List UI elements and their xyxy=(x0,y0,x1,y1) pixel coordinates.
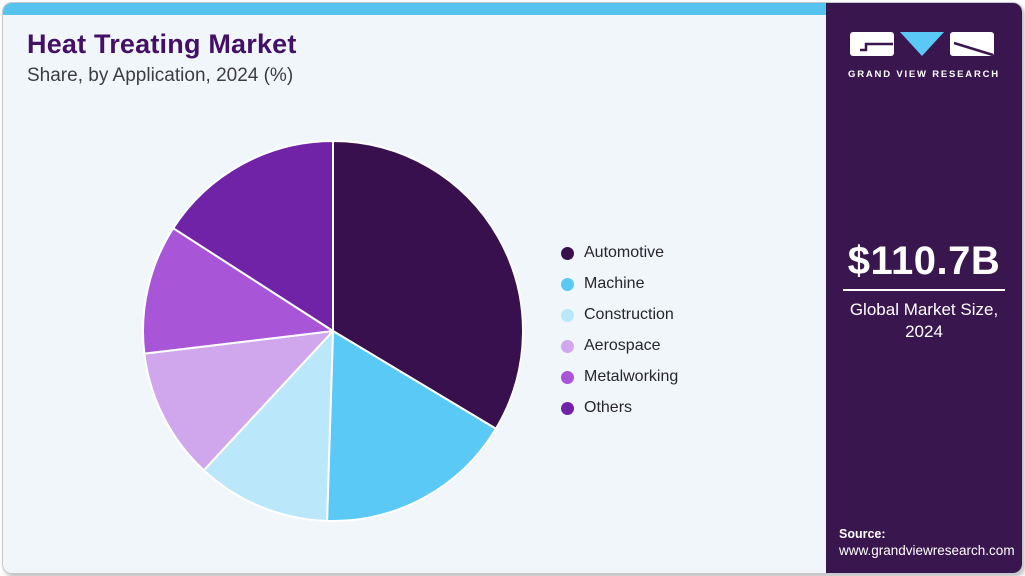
legend-label: Others xyxy=(584,399,633,416)
market-size-block: $110.7B Global Market Size, 2024 xyxy=(834,241,1014,343)
pie-slice-metalworking xyxy=(142,227,334,355)
legend-swatch-icon xyxy=(561,370,574,384)
legend-item-metalworking: Metalworking xyxy=(561,368,678,386)
legend-item-others: Others xyxy=(561,399,678,417)
legend-swatch-icon xyxy=(561,277,574,291)
source-url: www.grandviewresearch.com xyxy=(839,543,1015,558)
legend-item-machine: Machine xyxy=(561,275,678,293)
top-accent-bar xyxy=(3,3,826,15)
legend: Automotive Machine Construction Aerospace Me… xyxy=(561,244,678,417)
legend-item-automotive: Automotive xyxy=(561,244,678,262)
legend-item-aerospace: Aerospace xyxy=(561,337,678,355)
pie-chart-svg xyxy=(142,140,524,522)
legend-swatch-icon xyxy=(561,401,574,415)
legend-swatch-icon xyxy=(561,308,574,322)
source-label: Source: xyxy=(839,527,886,541)
page-subtitle: Share, by Application, 2024 (%) xyxy=(27,65,294,86)
source-block: Source: www.grandviewresearch.com xyxy=(839,527,1015,558)
pie-slice-others xyxy=(172,140,334,332)
brand-logo: GRAND VIEW RESEARCH xyxy=(826,31,1022,80)
chart-panel: Heat Treating Market Share, by Applicati… xyxy=(3,3,826,573)
market-size-caption: Global Market Size, 2024 xyxy=(849,300,999,342)
legend-swatch-icon xyxy=(561,246,574,260)
title-block: Heat Treating Market Share, by Applicati… xyxy=(27,29,297,87)
legend-label: Aerospace xyxy=(584,337,661,354)
market-size-value: $110.7B xyxy=(847,239,1001,283)
pie-slice-automotive xyxy=(332,140,524,430)
legend-label: Machine xyxy=(584,275,645,292)
page-title: Heat Treating Market xyxy=(27,29,297,59)
brand-name: GRAND VIEW RESEARCH xyxy=(848,69,1000,80)
market-size-divider xyxy=(843,289,1005,291)
pie-chart xyxy=(141,139,525,523)
pie-slice-aerospace xyxy=(143,330,334,472)
legend-item-construction: Construction xyxy=(561,306,678,324)
legend-label: Automotive xyxy=(584,244,665,261)
pie-slice-construction xyxy=(202,330,334,522)
legend-swatch-icon xyxy=(561,339,574,353)
gvr-logo-icon xyxy=(850,32,994,57)
pie-slice-machine xyxy=(326,330,497,522)
brand-sidebar: GRAND VIEW RESEARCH $110.7B Global Marke… xyxy=(826,3,1022,573)
legend-label: Construction xyxy=(584,306,674,323)
legend-label: Metalworking xyxy=(584,368,679,385)
